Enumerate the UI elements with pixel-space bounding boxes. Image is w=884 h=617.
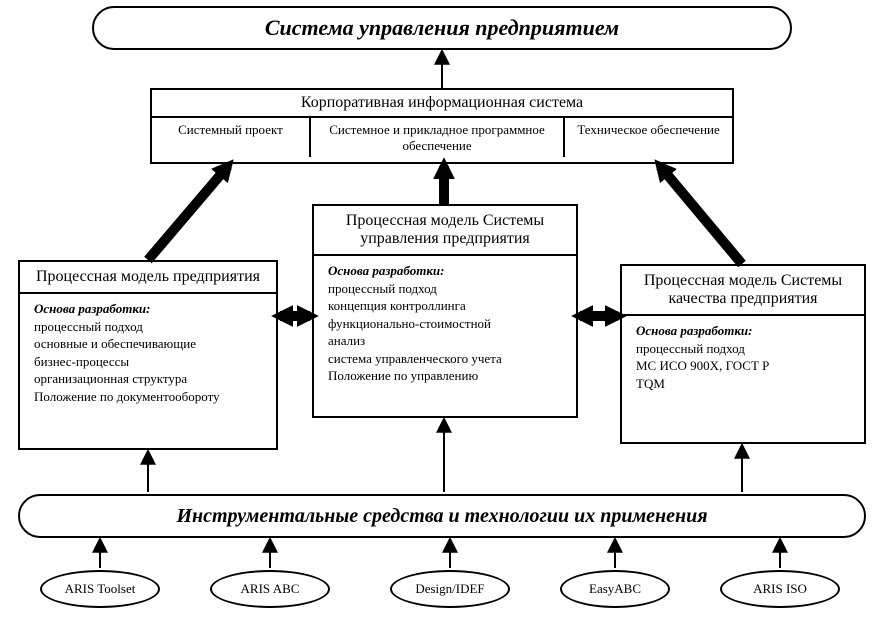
model-right-basis-label: Основа разработки: bbox=[636, 322, 850, 340]
arrow bbox=[148, 166, 228, 260]
basis-item: основные и обеспечивающие bbox=[34, 335, 262, 353]
diagram-stage: Система управления предприятием Корпорат… bbox=[0, 0, 884, 617]
model-center-items: процессный подходконцепция контроллингаф… bbox=[328, 280, 562, 385]
model-center-title: Процессная модель Системы управления пре… bbox=[314, 206, 576, 254]
model-left-box: Процессная модель предприятия Основа раз… bbox=[18, 260, 278, 450]
tools-bar-box: Инструментальные средства и технологии и… bbox=[18, 494, 866, 538]
basis-item: концепция контроллинга bbox=[328, 297, 562, 315]
model-left-items: процессный подходосновные и обеспечивающ… bbox=[34, 318, 262, 406]
tool-ellipse: Design/IDEF bbox=[390, 570, 510, 608]
model-right-box: Процессная модель Системы качества предп… bbox=[620, 264, 866, 444]
basis-item: Положение по документообороту bbox=[34, 388, 262, 406]
model-center-box: Процессная модель Системы управления пре… bbox=[312, 204, 578, 418]
cis-title: Корпоративная информационная система bbox=[152, 90, 732, 116]
basis-item: процессный подход bbox=[34, 318, 262, 336]
basis-item: организационная структура bbox=[34, 370, 262, 388]
cis-column: Системное и прикладное программное обесп… bbox=[311, 118, 565, 157]
model-left-basis-label: Основа разработки: bbox=[34, 300, 262, 318]
basis-item: процессный подход bbox=[636, 340, 850, 358]
cis-column: Техническое обеспечение bbox=[565, 118, 732, 157]
model-right-title: Процессная модель Системы качества предп… bbox=[622, 266, 864, 314]
cis-box: Корпоративная информационная система Сис… bbox=[150, 88, 734, 164]
basis-item: бизнес-процессы bbox=[34, 353, 262, 371]
basis-item: функционально-стоимостной bbox=[328, 315, 562, 333]
top-system-box: Система управления предприятием bbox=[92, 6, 792, 50]
basis-item: TQM bbox=[636, 375, 850, 393]
basis-item: анализ bbox=[328, 332, 562, 350]
basis-item: система управленческого учета bbox=[328, 350, 562, 368]
basis-item: Положение по управлению bbox=[328, 367, 562, 385]
model-center-basis-label: Основа разработки: bbox=[328, 262, 562, 280]
cis-column: Системный проект bbox=[152, 118, 311, 157]
top-system-title: Система управления предприятием bbox=[94, 8, 790, 48]
tools-bar-title: Инструментальные средства и технологии и… bbox=[20, 496, 864, 536]
basis-item: процессный подход bbox=[328, 280, 562, 298]
arrow bbox=[660, 166, 742, 264]
basis-item: МС ИСО 900Х, ГОСТ Р bbox=[636, 357, 850, 375]
tool-ellipse: ARIS ABC bbox=[210, 570, 330, 608]
cis-columns-row: Системный проектСистемное и прикладное п… bbox=[152, 116, 732, 157]
tool-ellipse: ARIS Toolset bbox=[40, 570, 160, 608]
tool-ellipse: ARIS ISO bbox=[720, 570, 840, 608]
model-left-title: Процессная модель предприятия bbox=[20, 262, 276, 292]
tool-ellipse: EasyABC bbox=[560, 570, 670, 608]
model-right-items: процессный подходМС ИСО 900Х, ГОСТ РTQM bbox=[636, 340, 850, 393]
